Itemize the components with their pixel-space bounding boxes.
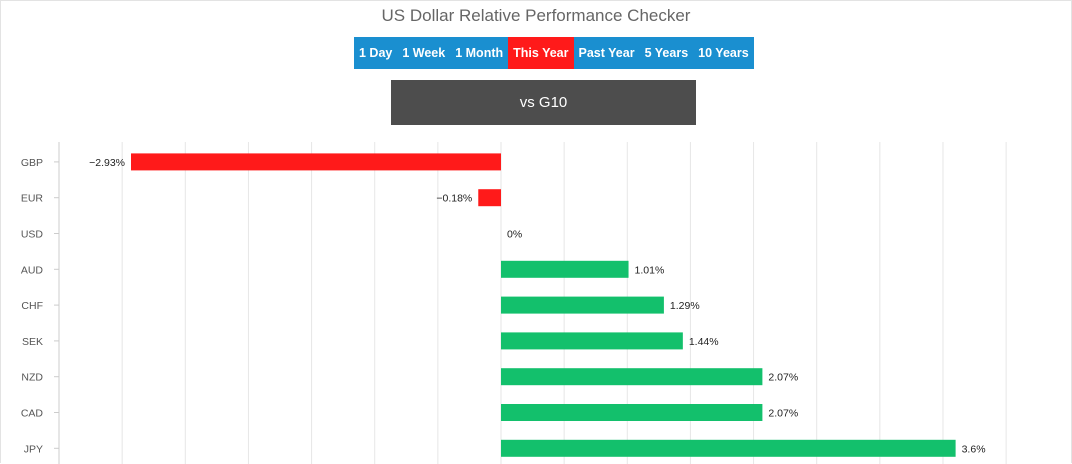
category-label-jpy: JPY [24, 443, 43, 455]
value-label-cad: 2.07% [768, 408, 798, 420]
period-tabs: 1 Day 1 Week 1 Month This Year Past Year… [354, 37, 754, 69]
tab-past-year[interactable]: Past Year [578, 46, 635, 60]
tab-this-year[interactable]: This Year [508, 37, 574, 69]
category-label-aud: AUD [21, 264, 44, 276]
bar-sek[interactable] [501, 332, 683, 350]
category-label-chf: CHF [21, 300, 43, 312]
bar-eur[interactable] [478, 189, 501, 207]
category-label-eur: EUR [21, 193, 44, 205]
tab-1-week[interactable]: 1 Week [402, 46, 446, 60]
performance-bar-chart: GBP −2.93% EUR −0.18% USD 0% AUD 1.01% CHF 1.29% S… [21, 142, 1007, 464]
bar-cad[interactable] [501, 404, 763, 421]
value-label-gbp: −2.93% [89, 157, 125, 169]
tab-10-years[interactable]: 10 Years [698, 46, 749, 60]
category-label-gbp: GBP [21, 157, 43, 169]
value-label-eur: −0.18% [436, 193, 472, 205]
category-label-cad: CAD [21, 408, 44, 420]
bar-gbp[interactable] [131, 153, 501, 171]
value-label-sek: 1.44% [689, 336, 719, 348]
bar-nzd[interactable] [501, 368, 763, 386]
tab-1-month[interactable]: 1 Month [455, 46, 504, 60]
value-label-aud: 1.01% [635, 264, 665, 276]
bar-jpy[interactable] [501, 439, 956, 457]
value-label-usd: 0% [507, 229, 522, 241]
value-label-nzd: 2.07% [768, 372, 798, 384]
value-label-chf: 1.29% [670, 300, 700, 312]
tab-1-day[interactable]: 1 Day [359, 46, 393, 60]
tab-5-years[interactable]: 5 Years [644, 46, 689, 60]
page-title: US Dollar Relative Performance Checker [381, 6, 691, 25]
bar-aud[interactable] [501, 260, 629, 278]
category-label-usd: USD [21, 229, 44, 241]
bar-chf[interactable] [501, 296, 664, 314]
value-label-jpy: 3.6% [962, 443, 986, 455]
vs-g10-button[interactable]: vs G10 [391, 80, 696, 125]
category-label-nzd: NZD [21, 372, 43, 384]
category-label-sek: SEK [22, 336, 43, 348]
